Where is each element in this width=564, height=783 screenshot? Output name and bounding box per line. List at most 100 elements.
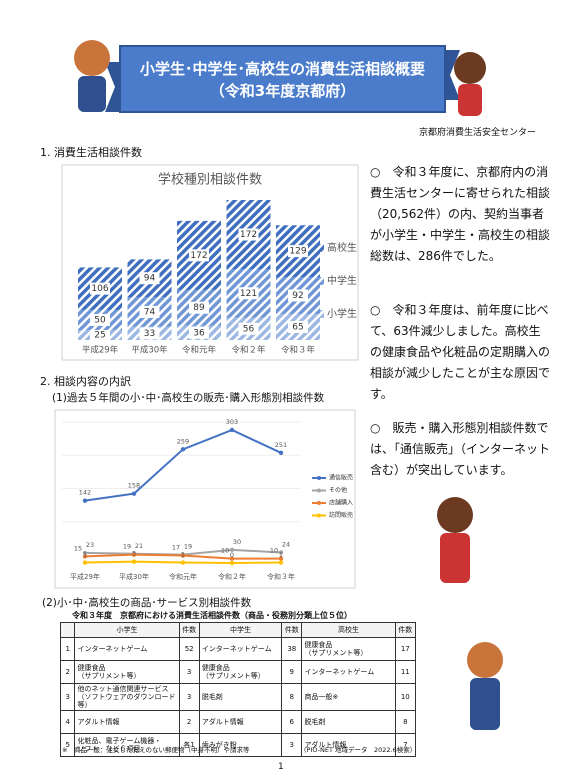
title-banner (119, 45, 446, 113)
label-bg (139, 305, 160, 318)
x-tick-label: 令和３年 (267, 572, 295, 581)
value-label: 30 (233, 538, 241, 546)
value-label: 142 (79, 489, 91, 497)
table-cell: 脱毛剤 (301, 710, 396, 734)
value-label: 92 (292, 291, 303, 301)
table-cell: 件数 (178, 622, 200, 638)
paragraph: ○ 販売・購入形態別相談件数では、「通信販売」（インターネット含む）が突出してい… (370, 421, 551, 477)
table-cell: 健康食品 （サプリメント等） (74, 660, 180, 684)
table-cell: 2 (59, 660, 76, 684)
value-label: 15 (74, 544, 82, 552)
table-cell: インターネットゲーム (198, 637, 283, 661)
legend-label: 高校生 (327, 241, 357, 254)
table-title: 令和３年度 京都府における消費生活相談件数（商品・役務別分類上位５位） (72, 611, 352, 620)
value-label: 0 (230, 551, 234, 559)
value-label: 172 (240, 230, 257, 240)
x-tick-label: 令和２年 (218, 572, 246, 581)
point (229, 560, 235, 566)
table-cell: 38 (281, 637, 303, 661)
table-cell: インターネットゲーム (301, 660, 396, 684)
table-cell: 3 (178, 660, 200, 684)
table-cell: 10 (394, 683, 417, 711)
value-label: 50 (94, 315, 106, 325)
label-bg (189, 326, 209, 339)
value-label: 1 (181, 551, 185, 559)
x-tick-label: 令和元年 (169, 572, 197, 581)
table-cell: 化粧品、電子ゲーム機器・ ソフト など６項目 (74, 733, 180, 757)
chart-title: 学校種別相談件数 (158, 172, 262, 188)
subsection-heading: (1)過去５年間の小･中･高校生の販売･購入形態別相談件数 (52, 392, 325, 404)
point (82, 560, 88, 565)
table-cell: 他のネット通信関連サービス （ソフトウェアのダウンロード等） (74, 683, 180, 711)
x-tick-label: 平成29年 (82, 345, 119, 356)
value-label: 121 (240, 289, 257, 299)
table-cell: 3 (59, 683, 76, 711)
source: （PIO-NET 地域データ 2022.6検索） (300, 746, 417, 754)
legend-marker (317, 501, 321, 505)
label-bg (90, 313, 110, 326)
value-label: 19 (184, 543, 192, 551)
point (229, 556, 235, 561)
table-cell: 8 (394, 710, 417, 734)
paragraph: ○ 令和３年度に、京都府内の消費生活センターに寄せられた相談（20,562件）の… (370, 165, 551, 263)
label-bg (288, 289, 308, 302)
table-row: 5 化粧品、電子ゲーム機器・ ソフト など６項目 各1 歯みがき粉 3 アダルト情報 7 (59, 733, 417, 757)
value-label: 23 (86, 541, 94, 549)
mascot (454, 52, 486, 116)
table-row: 2 健康食品 （サプリメント等） 3 健康食品 （サプリメント等） 9 インターネットゲー… (59, 660, 417, 684)
x-tick-label: 平成30年 (131, 345, 168, 356)
value-label: 259 (177, 437, 189, 445)
chart-frame (54, 409, 356, 589)
table-row: 3 他のネット通信関連サービス （ソフトウェアのダウンロード等） 3 脱毛剤 8 商品一般… (59, 683, 417, 711)
table-cell: 脱毛剤 (198, 683, 283, 711)
value-label: 251 (275, 441, 287, 449)
table-cell: 健康食品 （サプリメント等） (301, 637, 396, 661)
value-label: 89 (193, 303, 205, 313)
label-bg (238, 287, 259, 300)
value-label: 65 (292, 322, 303, 332)
organization: 京都府消費生活安全センター (418, 128, 536, 138)
table-cell: 中学生 (198, 622, 283, 638)
table-cell: 件数 (281, 622, 303, 638)
label-bg (139, 327, 160, 340)
page-number: 1 (278, 762, 284, 772)
title: 小学生･中学生･高校生の消費生活相談概要 (139, 60, 425, 78)
table-cell: 17 (394, 637, 417, 661)
table-cell: 各1 (178, 733, 200, 757)
chart-frame (61, 164, 359, 361)
table-row: 1 インターネットゲーム 52 インターネットゲーム 38 健康食品 （サプリメント等） 1… (59, 637, 417, 661)
value-label: 129 (289, 247, 306, 257)
label-bg (238, 228, 259, 241)
table-cell: 健康食品 （サプリメント等） (198, 660, 283, 684)
point (278, 450, 284, 456)
label-bg (90, 282, 110, 295)
value-label: 1 (83, 551, 87, 559)
value-label: 10 (221, 547, 229, 555)
x-tick-label: 令和３年 (281, 345, 316, 356)
legend-label: その他 (329, 486, 347, 494)
mascot (467, 642, 503, 730)
legend-label: 店舗購入 (329, 499, 353, 507)
table-cell: 商品一般※ (301, 683, 396, 711)
label-bg (288, 320, 308, 333)
legend-marker (317, 488, 321, 493)
section-heading: 2. 相談内容の内訳 (40, 375, 131, 388)
value-label: 106 (91, 284, 108, 294)
legend-marker (317, 476, 321, 480)
label-bg (238, 322, 259, 335)
value-label: 74 (144, 307, 156, 317)
table-cell (59, 622, 76, 638)
table-cell: 2 (178, 710, 200, 734)
table-row: 小学生 件数 中学生 件数 高校生 件数 (59, 622, 417, 638)
table-cell: アダルト情報 (301, 733, 396, 757)
legend-label: 訪問販売 (329, 511, 353, 519)
legend-label: 小学生 (327, 307, 357, 320)
x-tick-label: 令和２年 (231, 345, 266, 356)
table-cell: 52 (178, 637, 200, 661)
value-label: 21 (135, 542, 143, 550)
point (229, 427, 235, 433)
point (180, 560, 186, 565)
value-label: 158 (128, 482, 140, 490)
